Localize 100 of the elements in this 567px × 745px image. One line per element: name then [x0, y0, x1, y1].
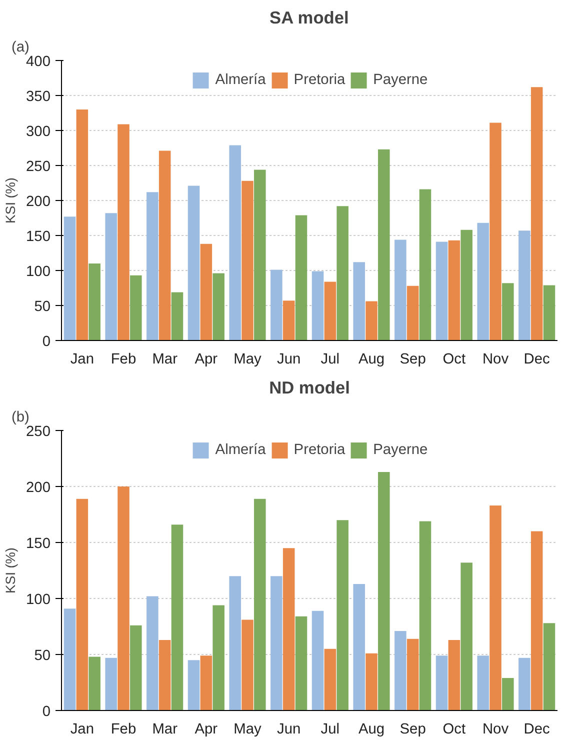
- x-tick-label: Jul: [320, 352, 340, 368]
- bar: [295, 215, 308, 340]
- x-tick-label: Mar: [152, 722, 178, 738]
- bar: [229, 145, 241, 340]
- bar: [448, 640, 460, 710]
- bar: [158, 150, 171, 340]
- bar: [366, 653, 378, 710]
- y-tick-label: 400: [26, 54, 51, 70]
- y-tick-label: 0: [42, 704, 51, 720]
- y-tick-label: 300: [26, 124, 51, 140]
- bar: [518, 658, 530, 710]
- bar: [336, 520, 348, 710]
- bar: [188, 186, 200, 340]
- bar: [436, 242, 448, 340]
- y-axis-title: KSI (%): [3, 548, 18, 594]
- y-tick-label: 200: [26, 194, 51, 210]
- bar: [436, 656, 448, 710]
- x-tick-label: Jun: [277, 722, 301, 738]
- bar: [543, 623, 556, 710]
- bar: [254, 498, 266, 710]
- x-tick-label: Sep: [400, 722, 426, 738]
- bar: [336, 206, 348, 340]
- bar: [76, 498, 88, 710]
- x-tick-label: Nov: [482, 352, 510, 368]
- bar: [64, 608, 76, 710]
- bar: [460, 230, 472, 340]
- bar: [502, 678, 514, 710]
- y-tick-label: 50: [34, 299, 51, 315]
- bar: [270, 270, 282, 340]
- bar: [200, 656, 212, 710]
- bar: [378, 472, 390, 710]
- y-tick-label: 50: [34, 648, 51, 664]
- bar: [366, 301, 378, 340]
- x-tick-label: May: [234, 722, 262, 738]
- y-tick-label: 0: [42, 334, 51, 350]
- bar: [146, 192, 158, 340]
- bar: [394, 630, 406, 710]
- bar: [118, 124, 130, 340]
- y-tick-label: 100: [26, 264, 51, 280]
- bar: [406, 638, 419, 710]
- bar: [543, 285, 556, 340]
- legend-label: Almería: [215, 442, 266, 458]
- bar: [171, 524, 184, 710]
- x-tick-label: Nov: [482, 722, 510, 738]
- legend-label: Pretoria: [294, 442, 346, 458]
- bar: [353, 262, 365, 340]
- bar: [324, 648, 336, 710]
- x-tick-label: Jan: [70, 722, 94, 738]
- bar: [64, 216, 76, 340]
- bar: [254, 170, 266, 340]
- bar: [394, 240, 406, 340]
- bar: [502, 283, 514, 340]
- x-tick-label: Jul: [320, 722, 340, 738]
- y-tick-label: 100: [26, 592, 51, 608]
- bar: [460, 562, 472, 710]
- bar: [146, 596, 158, 710]
- bar: [419, 521, 432, 710]
- bar: [130, 275, 142, 340]
- bar: [295, 616, 308, 710]
- bar: [477, 222, 489, 340]
- x-tick-label: Mar: [152, 352, 178, 368]
- bar: [282, 548, 295, 710]
- x-tick-label: May: [234, 352, 262, 368]
- bar: [212, 605, 224, 710]
- legend-label: Payerne: [373, 72, 428, 88]
- chart-title: ND model: [269, 378, 350, 398]
- x-tick-label: Jun: [277, 352, 301, 368]
- x-tick-label: Oct: [442, 352, 466, 368]
- bar: [105, 658, 117, 710]
- bar: [158, 640, 171, 710]
- bar: [188, 660, 200, 710]
- bar: [242, 620, 254, 710]
- x-tick-label: Aug: [358, 722, 385, 738]
- bar: [448, 240, 460, 340]
- bar: [477, 656, 489, 710]
- bar: [88, 264, 100, 340]
- bar: [200, 244, 212, 340]
- text: (a): [12, 40, 30, 56]
- x-tick-label: Dec: [524, 722, 550, 738]
- bar: [353, 584, 365, 710]
- y-tick-label: 150: [26, 536, 51, 552]
- text: (b): [12, 410, 30, 426]
- x-tick-label: Sep: [400, 352, 426, 368]
- x-tick-label: Jan: [70, 352, 94, 368]
- x-tick-label: Aug: [358, 352, 385, 368]
- y-tick-label: 350: [26, 89, 51, 105]
- y-tick-label: 250: [26, 424, 51, 440]
- x-tick-label: Apr: [194, 722, 218, 738]
- bar: [378, 149, 390, 340]
- bar: [118, 486, 130, 710]
- x-tick-label: Apr: [194, 352, 218, 368]
- bar: [312, 610, 324, 710]
- y-tick-label: 150: [26, 229, 51, 245]
- bar: [76, 110, 88, 340]
- legend-label: Pretoria: [294, 72, 346, 88]
- bar: [530, 531, 543, 710]
- legend-label: Almería: [215, 72, 266, 88]
- bar: [419, 189, 432, 340]
- bar: [490, 122, 502, 340]
- chart-title: SA model: [270, 8, 349, 28]
